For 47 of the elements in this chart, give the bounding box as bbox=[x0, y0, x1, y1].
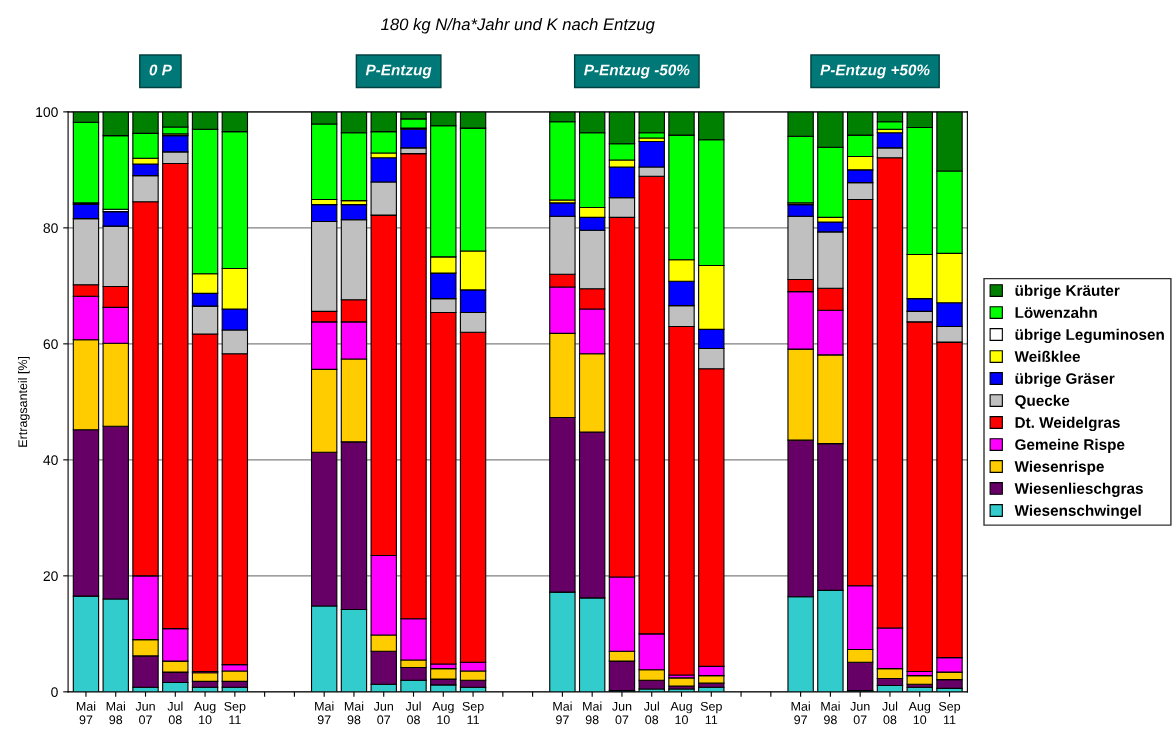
x-tick-label: Aug 10 bbox=[670, 702, 692, 725]
x-tick-label: Mai 98 bbox=[344, 701, 364, 725]
x-tick-label: Aug 10 bbox=[432, 702, 454, 725]
x-tick-label: Jun 07 bbox=[612, 702, 632, 725]
x-tick-label: Mai 98 bbox=[821, 701, 840, 725]
y-tick-label: 40 bbox=[43, 455, 58, 466]
legend-label: Löwenzahn bbox=[1015, 306, 1097, 319]
text: P-Entzug -50% bbox=[584, 64, 690, 79]
legend-label: Weißklee bbox=[1014, 350, 1080, 363]
y-axis-title: Ertragsanteil [%] bbox=[17, 356, 30, 447]
legend-label: Gemeine Rispe bbox=[1015, 438, 1125, 454]
legend-label: übrige Kräuter bbox=[1015, 284, 1120, 300]
x-tick-label: Sep 11 bbox=[224, 701, 246, 725]
x-tick-label: Jun 07 bbox=[135, 702, 155, 725]
legend-label: Wiesenlieschgras bbox=[1014, 482, 1143, 497]
x-tick-label: Aug 10 bbox=[908, 702, 931, 725]
legend-label: Wiesenrispe bbox=[1014, 460, 1104, 475]
y-tick-label: 100 bbox=[36, 107, 58, 118]
x-tick-label: Mai 97 bbox=[76, 701, 96, 725]
x-tick-label: Sep 11 bbox=[700, 701, 722, 725]
x-tick-label: Mai 97 bbox=[315, 701, 334, 725]
y-tick-label: 60 bbox=[43, 339, 58, 350]
y-tick-label: 80 bbox=[43, 223, 58, 234]
legend-label: Wiesenschwingel bbox=[1014, 504, 1141, 520]
x-tick-label: Mai 97 bbox=[791, 701, 810, 725]
x-tick-label: Jul 08 bbox=[643, 701, 659, 725]
x-tick-label: Mai 97 bbox=[553, 701, 572, 725]
x-tick-label: Aug 10 bbox=[193, 702, 216, 725]
x-tick-label: Sep 11 bbox=[938, 701, 961, 725]
legend-label: Dt. Weidelgras bbox=[1015, 416, 1120, 432]
legend-label: Quecke bbox=[1015, 394, 1070, 409]
text: P-Entzug bbox=[365, 64, 432, 79]
x-tick-label: Jun 07 bbox=[373, 702, 393, 725]
text: P-Entzug +50% bbox=[820, 64, 930, 79]
x-tick-label: Mai 98 bbox=[106, 701, 125, 725]
x-tick-label: Jul 08 bbox=[405, 701, 421, 725]
x-tick-label: Jun 07 bbox=[850, 702, 870, 725]
text: 0 P bbox=[149, 64, 172, 76]
chart-title: 180 kg N/ha*Jahr und K nach Entzug bbox=[381, 17, 655, 34]
x-tick-label: Sep 11 bbox=[462, 701, 484, 725]
legend-label: übrige Leguminosen bbox=[1015, 328, 1164, 344]
x-tick-label: Jul 08 bbox=[882, 701, 898, 725]
legend-label: übrige Gräser bbox=[1015, 372, 1115, 388]
y-tick-label: 20 bbox=[43, 571, 58, 582]
x-tick-label: Mai 98 bbox=[583, 701, 602, 725]
x-tick-label: Jul 08 bbox=[167, 701, 183, 725]
y-tick-label: 0 bbox=[51, 687, 58, 698]
